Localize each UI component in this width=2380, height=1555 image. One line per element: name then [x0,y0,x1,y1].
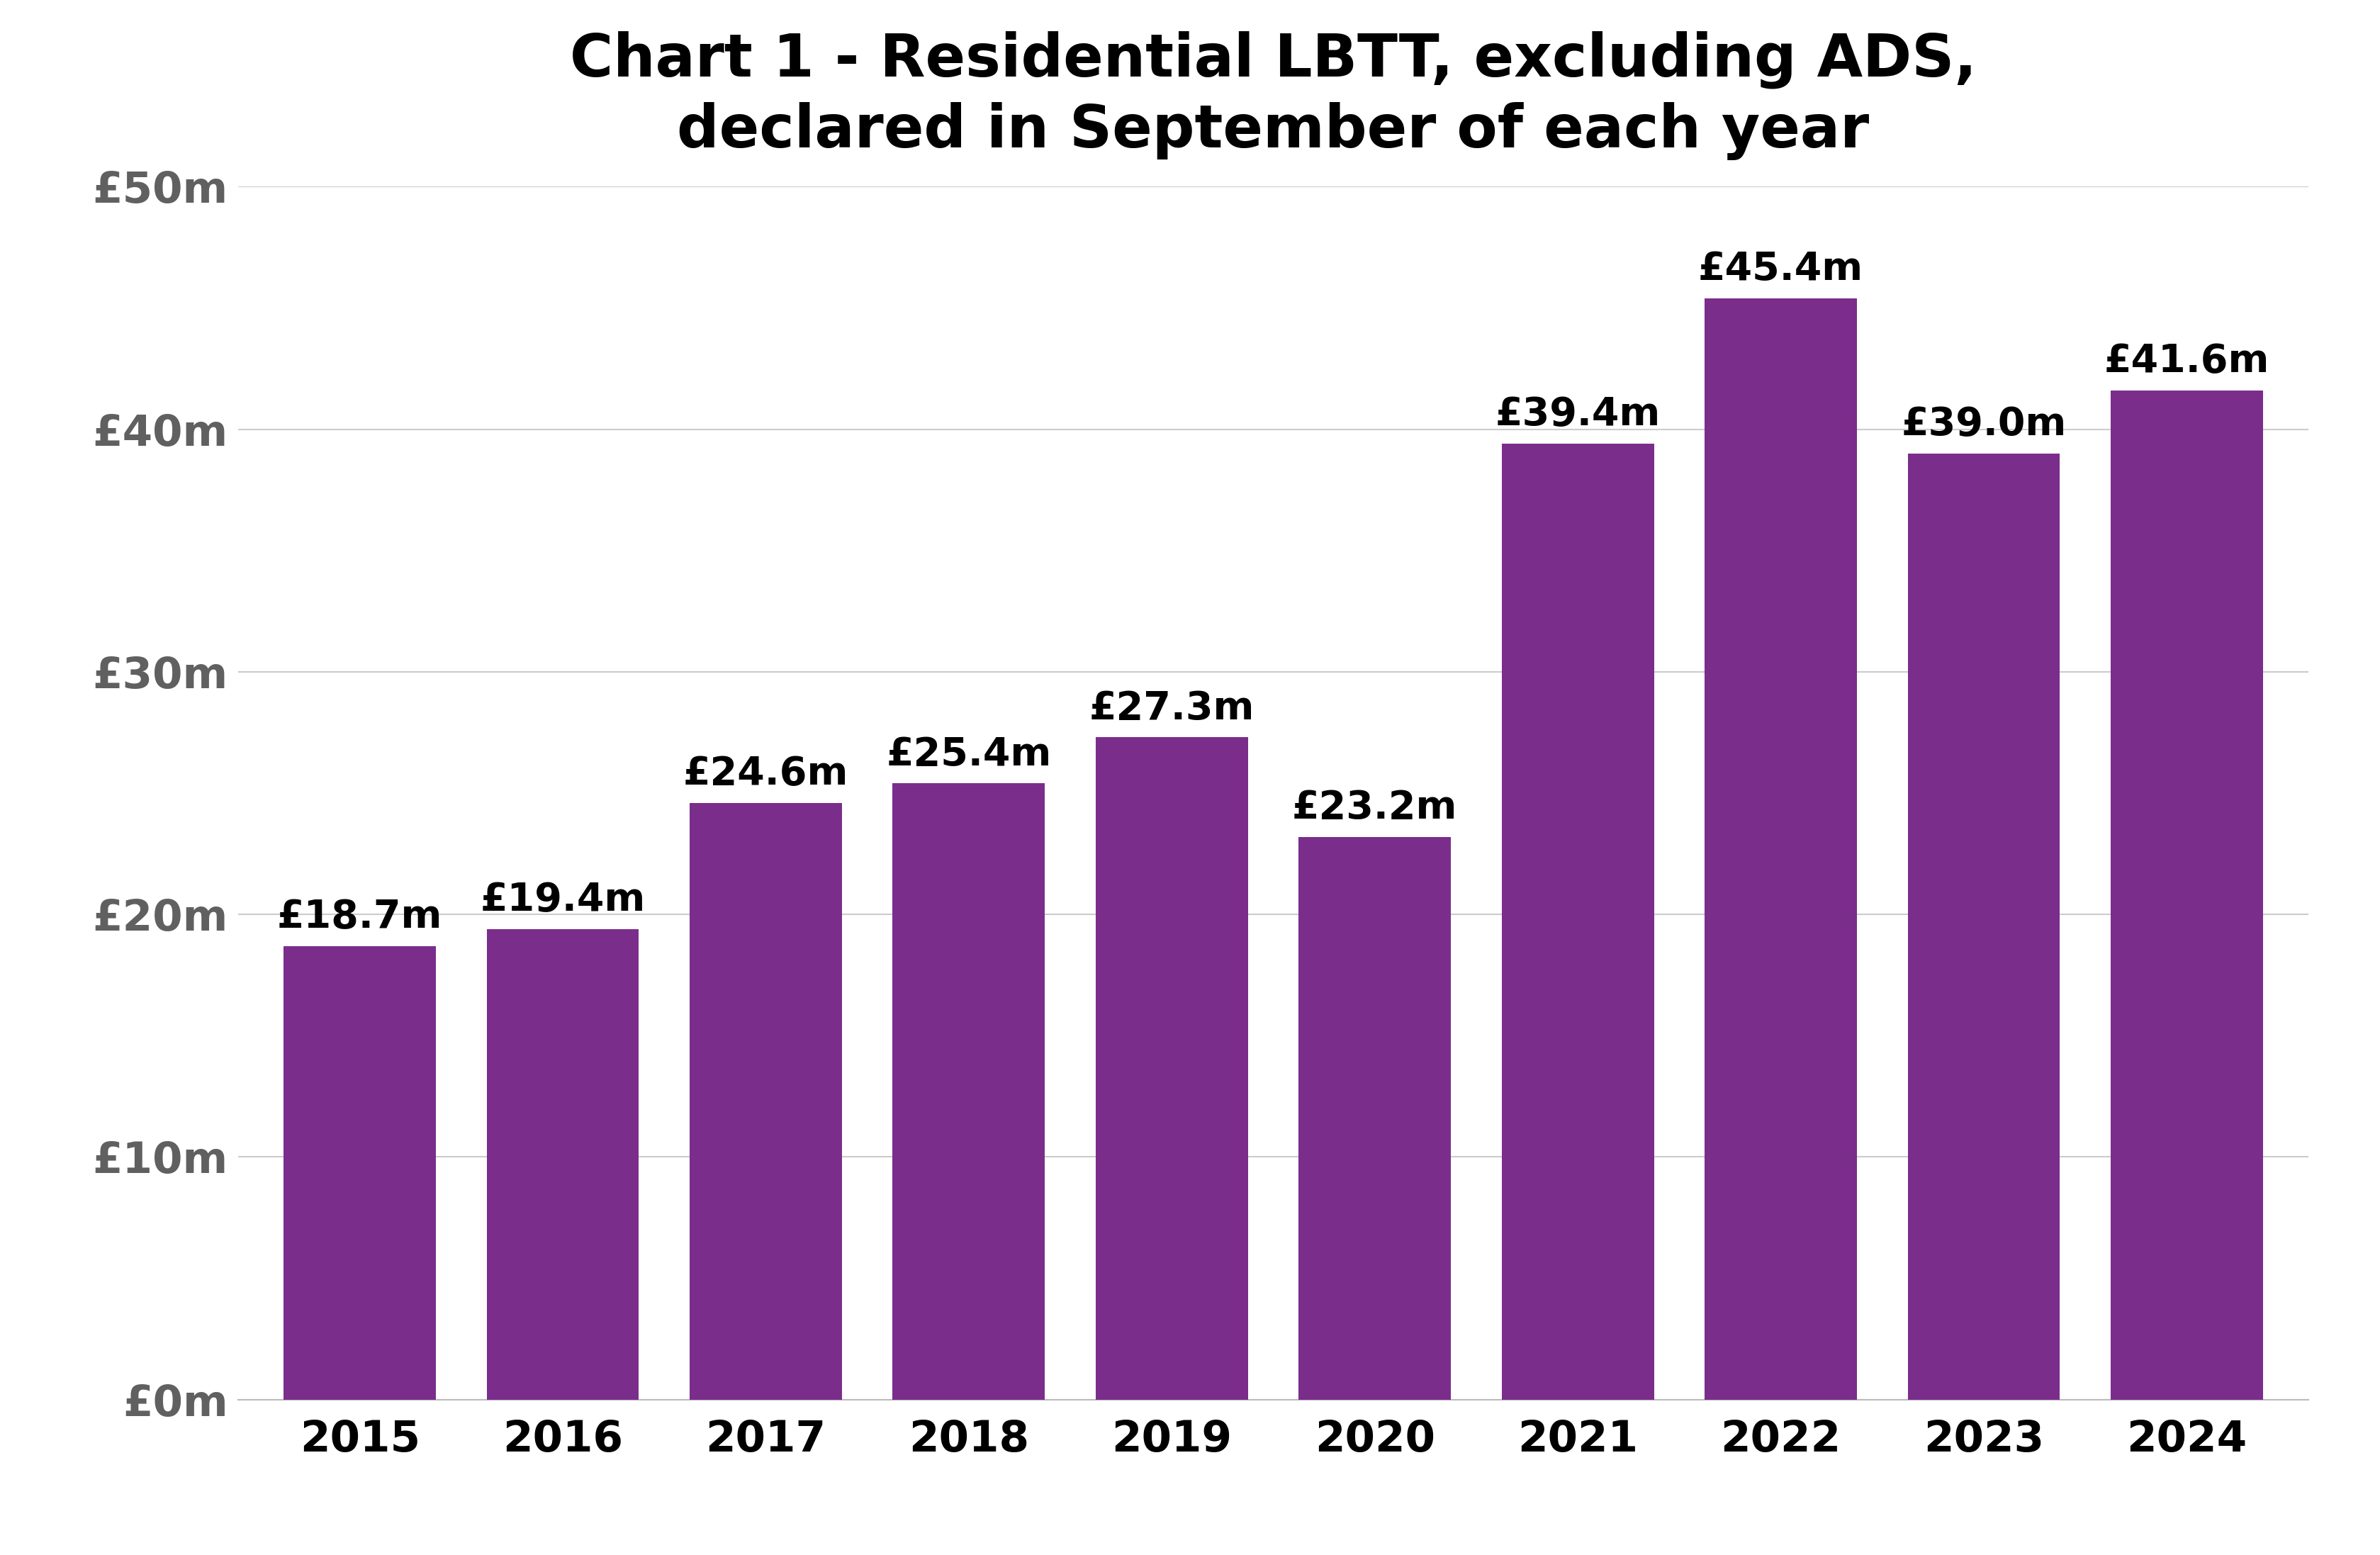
Text: £27.3m: £27.3m [1090,689,1254,728]
Text: £23.2m: £23.2m [1292,788,1457,827]
Bar [1909,454,2061,1400]
Bar [892,784,1045,1400]
Bar [1704,299,1856,1400]
Text: £25.4m: £25.4m [885,736,1052,774]
Bar [486,928,638,1400]
Text: £19.4m: £19.4m [481,882,645,919]
Bar [2111,390,2263,1400]
Text: £41.6m: £41.6m [2104,342,2271,381]
Text: £24.6m: £24.6m [683,754,850,793]
Bar [690,802,843,1400]
Text: £18.7m: £18.7m [276,897,443,936]
Title: Chart 1 - Residential LBTT, excluding ADS,
declared in September of each year: Chart 1 - Residential LBTT, excluding AD… [569,31,1978,160]
Bar [1502,443,1654,1400]
Bar [1299,837,1452,1400]
Bar [283,945,436,1400]
Text: £39.0m: £39.0m [1902,406,2066,443]
Text: £39.4m: £39.4m [1495,397,1661,434]
Bar [1095,737,1247,1400]
Text: £45.4m: £45.4m [1699,250,1864,289]
